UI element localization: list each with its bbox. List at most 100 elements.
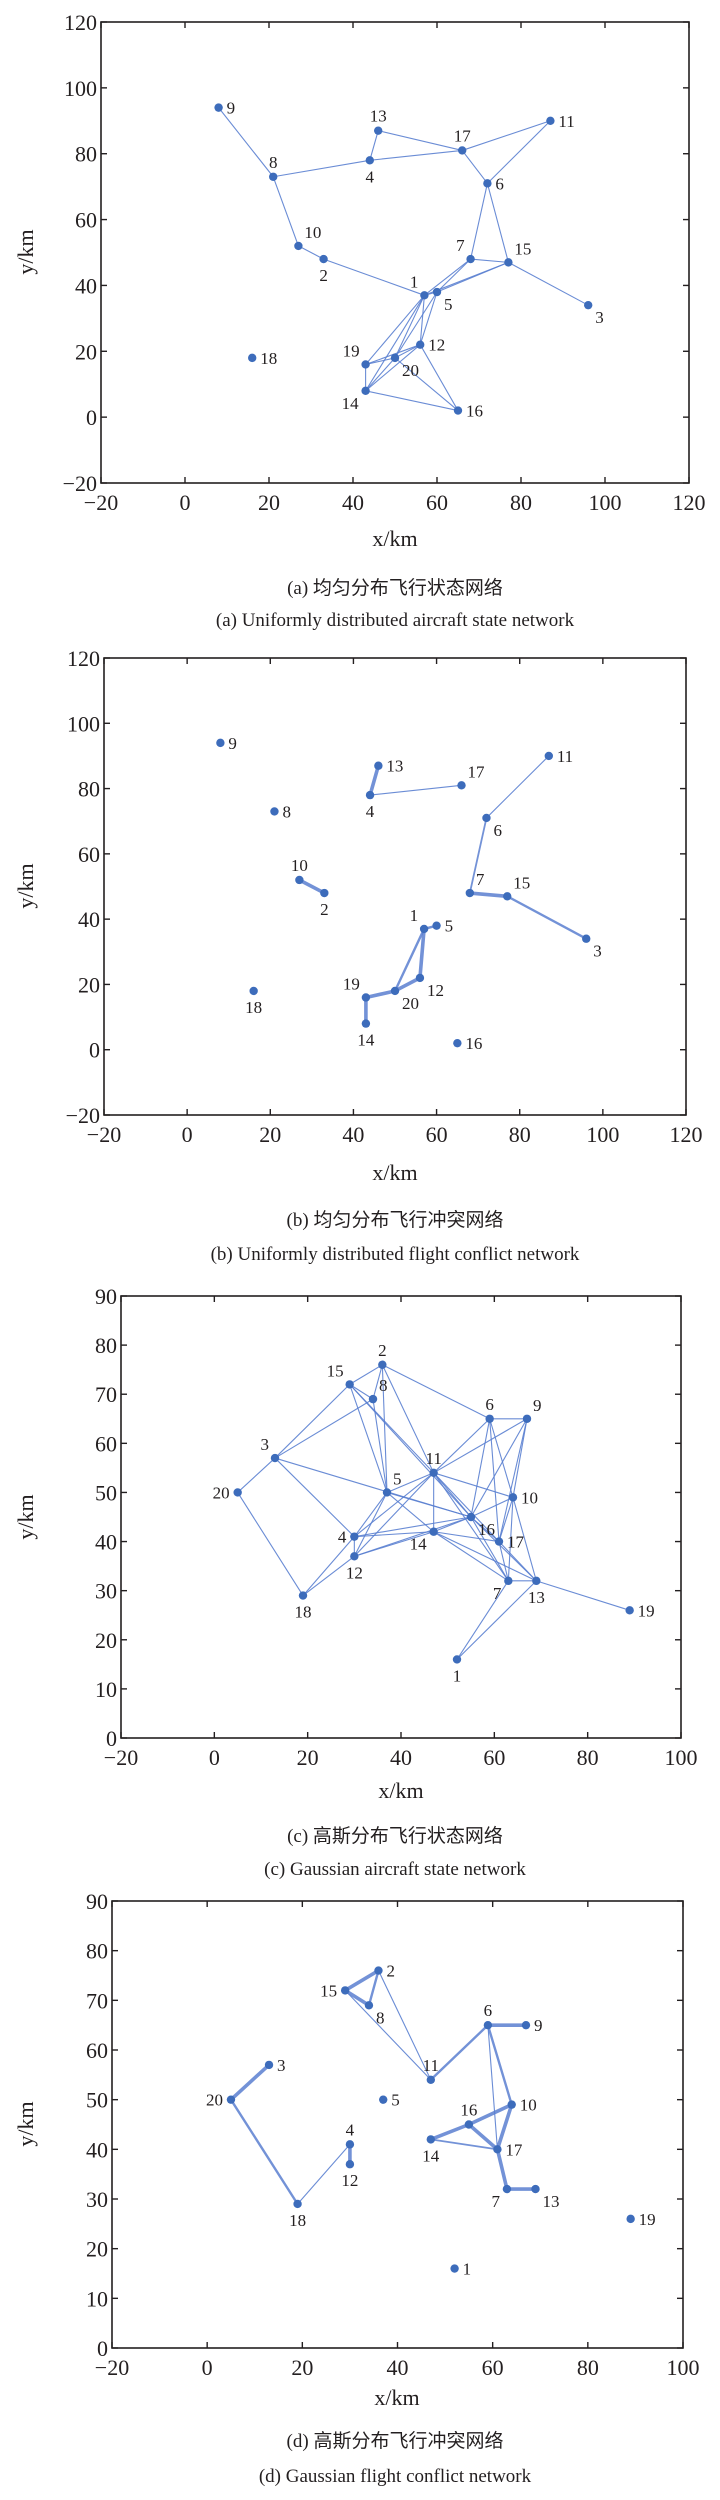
node-label-9: 9: [533, 1396, 542, 1415]
edge-14-17: [429, 2138, 499, 2151]
edge-5-14: [386, 1491, 435, 1533]
edge-5-16: [386, 1491, 472, 1518]
edge-20-3: [237, 1457, 276, 1493]
node-15: [340, 1986, 350, 1995]
node-label-1: 1: [463, 2260, 472, 2279]
node-label-15: 15: [327, 1361, 344, 1380]
x-tick-label: −20: [95, 2355, 129, 2380]
edge-17-11: [461, 120, 551, 151]
edge-9-11: [433, 1418, 528, 1474]
node-label-17: 17: [505, 2140, 523, 2159]
node-20: [390, 986, 400, 996]
node-label-17: 17: [468, 762, 486, 781]
edge-9-16: [470, 1418, 528, 1518]
y-tick-label: 40: [86, 2137, 108, 2162]
edge-8-5: [372, 1398, 388, 1493]
edge-9-10: [512, 1418, 528, 1498]
edge-12-16: [353, 1516, 472, 1557]
edge-14-13: [433, 1531, 537, 1582]
edge-4-17: [369, 149, 463, 161]
node-15: [345, 1380, 354, 1389]
edge-2-11: [381, 1364, 435, 1474]
y-tick-label: 10: [86, 2286, 108, 2311]
edge-6-10: [486, 2023, 513, 2106]
x-axis-label: x/km: [372, 526, 417, 551]
node-label-15: 15: [514, 239, 531, 258]
x-tick-label: 40: [342, 490, 364, 515]
node-8: [270, 807, 279, 816]
node-12: [415, 973, 425, 983]
node-label-3: 3: [277, 2056, 286, 2075]
y-tick-label: 60: [86, 2038, 108, 2063]
panel-c-gaussian-state-network: x/km y/km (c) 高斯分布飞行状态网络 (c) Gaussian ai…: [13, 1284, 698, 1880]
edge-14-16: [365, 390, 459, 412]
edge-15-3: [506, 895, 588, 940]
edge-2-1: [323, 258, 425, 296]
node-14: [426, 2135, 436, 2144]
node-label-12: 12: [428, 336, 445, 355]
y-tick-label: 80: [78, 777, 100, 802]
edge-4-13: [369, 130, 379, 161]
node-6: [483, 179, 492, 188]
node-13: [374, 126, 383, 135]
edge-10-17: [498, 1496, 514, 1543]
node-label-1: 1: [410, 272, 419, 291]
edge-15-5: [349, 1383, 388, 1493]
caption-en: (a) Uniformly distributed aircraft state…: [216, 610, 575, 631]
x-tick-label: 20: [297, 1745, 319, 1770]
edge-17-7: [498, 1541, 509, 1582]
node-6: [482, 813, 491, 823]
edge-14-17: [433, 1531, 500, 1543]
node-label-3: 3: [261, 1435, 270, 1454]
y-tick-label: 60: [75, 208, 97, 233]
edge-15-8: [343, 1988, 371, 2008]
edge-15-11: [344, 1989, 432, 2081]
edge-7-1: [456, 1580, 509, 1660]
edge-2-5: [381, 1364, 388, 1493]
node-3: [270, 1453, 280, 1463]
x-axis-label: x/km: [374, 2385, 419, 2410]
node-18: [248, 353, 257, 363]
node-17: [458, 146, 467, 155]
x-tick-label: 100: [665, 1745, 698, 1770]
node-2: [319, 254, 328, 264]
node-label-8: 8: [282, 802, 291, 821]
edge-11-6: [485, 755, 550, 819]
edge-19-20: [364, 989, 397, 1000]
edge-20-18: [237, 1491, 304, 1597]
node-label-13: 13: [528, 1588, 545, 1607]
node-label-14: 14: [410, 1535, 428, 1554]
edge-12-16: [419, 344, 459, 412]
node-13: [532, 1576, 541, 1586]
node-label-3: 3: [595, 308, 604, 327]
node-label-4: 4: [366, 167, 375, 186]
node-label-2: 2: [378, 1341, 387, 1360]
caption-en: (d) Gaussian flight conflict network: [259, 2466, 532, 2487]
x-tick-label: 60: [483, 1745, 505, 1770]
edge-8-4: [272, 159, 371, 178]
node-label-4: 4: [366, 802, 375, 821]
x-tick-label: 0: [202, 2355, 213, 2380]
edge-5-12: [419, 291, 438, 346]
caption-cn: (a) 均匀分布飞行状态网络: [287, 577, 503, 599]
edge-11-6: [429, 2023, 490, 2082]
node-label-20: 20: [213, 1483, 230, 1502]
node-label-4: 4: [346, 2120, 355, 2139]
y-tick-label: 20: [86, 2237, 108, 2262]
x-tick-label: 20: [258, 490, 280, 515]
node-label-9: 9: [228, 734, 237, 753]
node-3: [584, 300, 593, 310]
edge-16-13: [470, 1516, 537, 1582]
x-tick-label: 60: [426, 490, 448, 515]
edge-7-15: [468, 891, 510, 899]
y-tick-label: 50: [86, 2088, 108, 2113]
node-9: [214, 103, 223, 112]
node-label-18: 18: [295, 1603, 312, 1622]
plot-frame: [103, 657, 687, 1116]
node-label-7: 7: [476, 870, 485, 889]
x-tick-label: 120: [670, 1122, 703, 1147]
node-label-13: 13: [370, 107, 387, 126]
edge-6-7: [468, 817, 488, 894]
node-label-5: 5: [391, 2091, 400, 2110]
edge-11-10: [433, 1472, 514, 1498]
